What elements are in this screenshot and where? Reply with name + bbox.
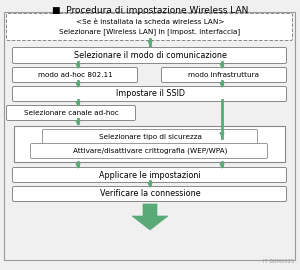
Text: IT B8M0025: IT B8M0025 bbox=[262, 259, 294, 264]
FancyBboxPatch shape bbox=[13, 86, 286, 102]
Polygon shape bbox=[132, 204, 168, 230]
Text: Selezionare tipo di sicurezza: Selezionare tipo di sicurezza bbox=[99, 134, 201, 140]
Text: modo ad-hoc 802.11: modo ad-hoc 802.11 bbox=[38, 72, 112, 78]
Text: Selezionare canale ad-hoc: Selezionare canale ad-hoc bbox=[24, 110, 118, 116]
Text: Verificare la connessione: Verificare la connessione bbox=[100, 190, 200, 198]
Text: modo infrastruttura: modo infrastruttura bbox=[188, 72, 260, 78]
Text: Applicare le impostazioni: Applicare le impostazioni bbox=[99, 170, 201, 180]
Text: <Se è installata la scheda wireless LAN>
Selezionare [Wireless LAN] in [Impost. : <Se è installata la scheda wireless LAN>… bbox=[59, 19, 241, 35]
FancyBboxPatch shape bbox=[14, 126, 285, 162]
FancyBboxPatch shape bbox=[13, 48, 286, 63]
FancyBboxPatch shape bbox=[4, 12, 295, 260]
FancyBboxPatch shape bbox=[7, 14, 292, 40]
FancyBboxPatch shape bbox=[13, 68, 137, 83]
Text: Attivare/disattivare crittografia (WEP/WPA): Attivare/disattivare crittografia (WEP/W… bbox=[73, 148, 227, 154]
FancyBboxPatch shape bbox=[31, 143, 268, 158]
FancyBboxPatch shape bbox=[7, 106, 136, 120]
FancyBboxPatch shape bbox=[161, 68, 286, 83]
Text: ■  Procedura di impostazione Wireless LAN: ■ Procedura di impostazione Wireless LAN bbox=[52, 6, 248, 15]
Text: Impostare il SSID: Impostare il SSID bbox=[116, 89, 184, 99]
FancyBboxPatch shape bbox=[13, 167, 286, 183]
Text: Selezionare il modo di comunicazione: Selezionare il modo di comunicazione bbox=[74, 51, 226, 60]
FancyBboxPatch shape bbox=[43, 130, 257, 144]
FancyBboxPatch shape bbox=[13, 187, 286, 201]
